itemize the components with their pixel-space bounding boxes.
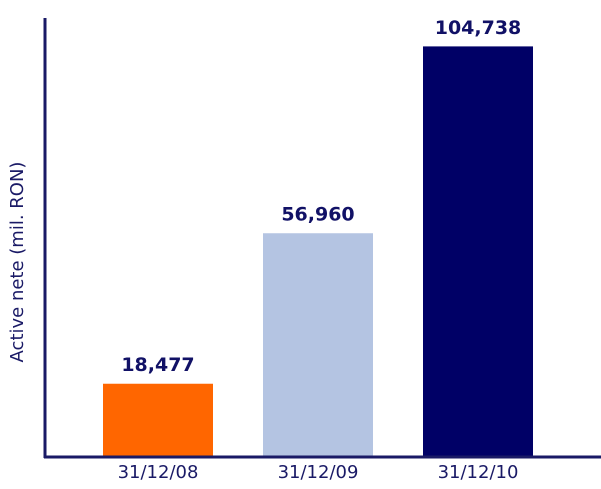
x-tick-label: 31/12/09 bbox=[278, 462, 359, 483]
value-label: 104,738 bbox=[435, 17, 522, 39]
value-label: 18,477 bbox=[121, 354, 194, 376]
bar bbox=[423, 46, 533, 457]
x-tick-label: 31/12/08 bbox=[118, 462, 199, 483]
bar bbox=[263, 233, 373, 456]
bar bbox=[103, 383, 213, 456]
x-tick-label: 31/12/10 bbox=[438, 462, 519, 483]
value-label: 56,960 bbox=[281, 204, 354, 226]
y-axis-label: Active nete (mil. RON) bbox=[7, 162, 28, 363]
